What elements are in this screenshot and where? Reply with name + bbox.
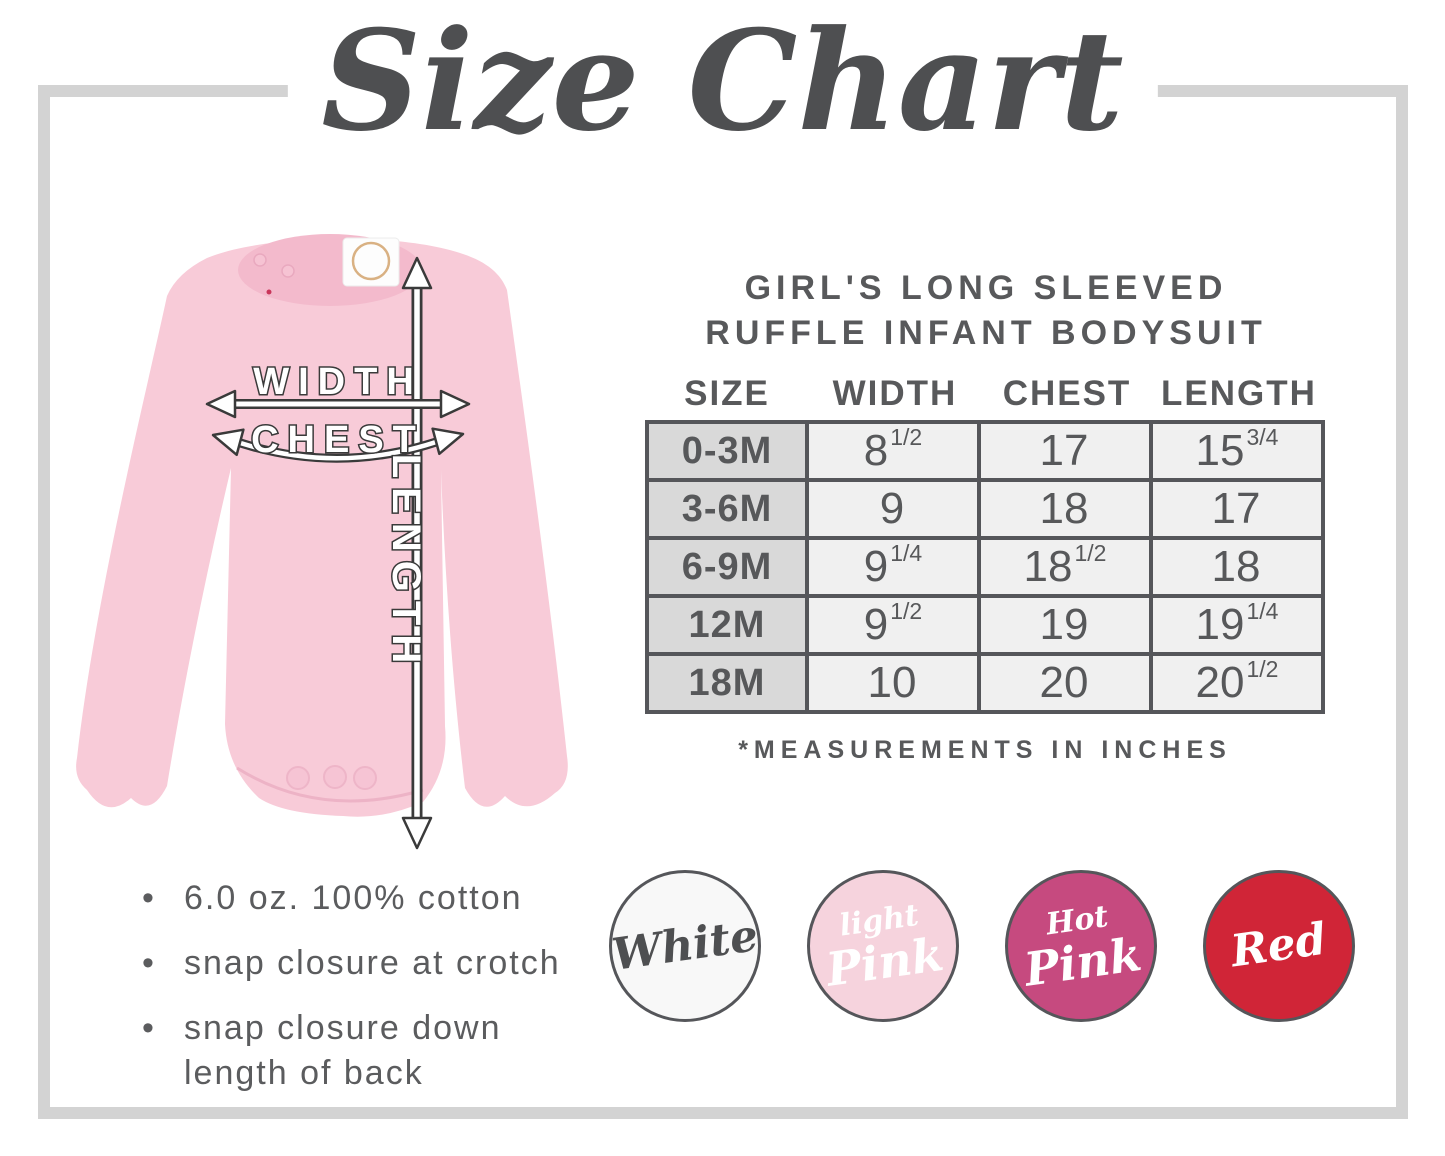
chest-value: 19 xyxy=(981,598,1149,652)
width-value: 9 1/4 xyxy=(809,540,977,594)
bullet-icon: • xyxy=(142,944,156,983)
width-value: 9 xyxy=(809,482,977,536)
neck-snap xyxy=(253,253,267,267)
swatch-label: Red xyxy=(1228,913,1330,978)
table-column-headers: SIZE WIDTH CHEST LENGTH xyxy=(645,374,1325,414)
column-header-length: LENGTH xyxy=(1161,374,1317,413)
crotch-snap xyxy=(353,766,377,790)
feature-list: • 6.0 oz. 100% cotton • snap closure at cr… xyxy=(142,876,602,1116)
chest-value: 20 xyxy=(981,656,1149,710)
length-value: 15 3/4 xyxy=(1153,424,1321,478)
color-swatch-white: White xyxy=(609,870,761,1022)
size-table: 0-3M 8 1/2 17 15 3/4 3-6M 9 18 17 6-9M 9 1/… xyxy=(645,420,1325,714)
product-heading-line2: RUFFLE INFANT BODYSUIT xyxy=(705,313,1267,352)
size-label: 12M xyxy=(649,598,805,652)
size-label: 0-3M xyxy=(649,424,805,478)
length-value: 17 xyxy=(1153,482,1321,536)
neck-snap xyxy=(281,264,295,278)
crotch-snap xyxy=(323,765,347,789)
color-swatch-hot-pink: Hot Pink xyxy=(1005,870,1157,1022)
chest-value: 17 xyxy=(981,424,1149,478)
product-heading-line1: GIRL'S LONG SLEEVED xyxy=(744,269,1228,307)
bullet-icon: • xyxy=(142,1009,156,1048)
length-arrow xyxy=(401,256,433,850)
bodysuit-shape xyxy=(76,238,568,817)
bodysuit-illustration: WIDTH CHEST LENGTH xyxy=(76,234,568,850)
width-value: 9 1/2 xyxy=(809,598,977,652)
swatch-label: White xyxy=(608,909,761,981)
column-header-chest: CHEST xyxy=(1002,374,1132,413)
bullet-icon: • xyxy=(142,879,156,917)
width-arrow xyxy=(205,389,471,419)
chest-value: 18 1/2 xyxy=(981,540,1149,594)
feature-item: • snap closure down length of back xyxy=(142,1006,602,1094)
length-value: 18 xyxy=(1153,540,1321,594)
product-heading: GIRL'S LONG SLEEVED RUFFLE INFANT BODYSU… xyxy=(648,266,1324,356)
neck-dot xyxy=(266,289,272,295)
size-label: 6-9M xyxy=(649,540,805,594)
measurements-note: *MEASUREMENTS IN INCHES xyxy=(738,736,1232,764)
tag-logo xyxy=(351,241,391,281)
chest-arrow xyxy=(211,427,465,463)
crotch-seam xyxy=(236,766,424,803)
length-value: 20 1/2 xyxy=(1153,656,1321,710)
feature-item: • snap closure at crotch xyxy=(142,941,602,985)
chest-value: 18 xyxy=(981,482,1149,536)
column-header-width: WIDTH xyxy=(832,374,958,413)
width-value: 10 xyxy=(809,656,977,710)
length-label: LENGTH xyxy=(384,454,428,672)
feature-item: • 6.0 oz. 100% cotton xyxy=(142,876,602,920)
crotch-snap xyxy=(286,766,310,790)
size-label: 3-6M xyxy=(649,482,805,536)
color-swatch-light-pink: light Pink xyxy=(807,870,959,1022)
color-swatch-red: Red xyxy=(1203,870,1355,1022)
page-title: Size Chart xyxy=(287,0,1158,175)
column-header-size: SIZE xyxy=(684,374,770,413)
length-value: 19 1/4 xyxy=(1153,598,1321,652)
width-value: 8 1/2 xyxy=(809,424,977,478)
size-label: 18M xyxy=(649,656,805,710)
width-label: WIDTH xyxy=(253,361,423,403)
chest-label: CHEST xyxy=(251,419,425,461)
